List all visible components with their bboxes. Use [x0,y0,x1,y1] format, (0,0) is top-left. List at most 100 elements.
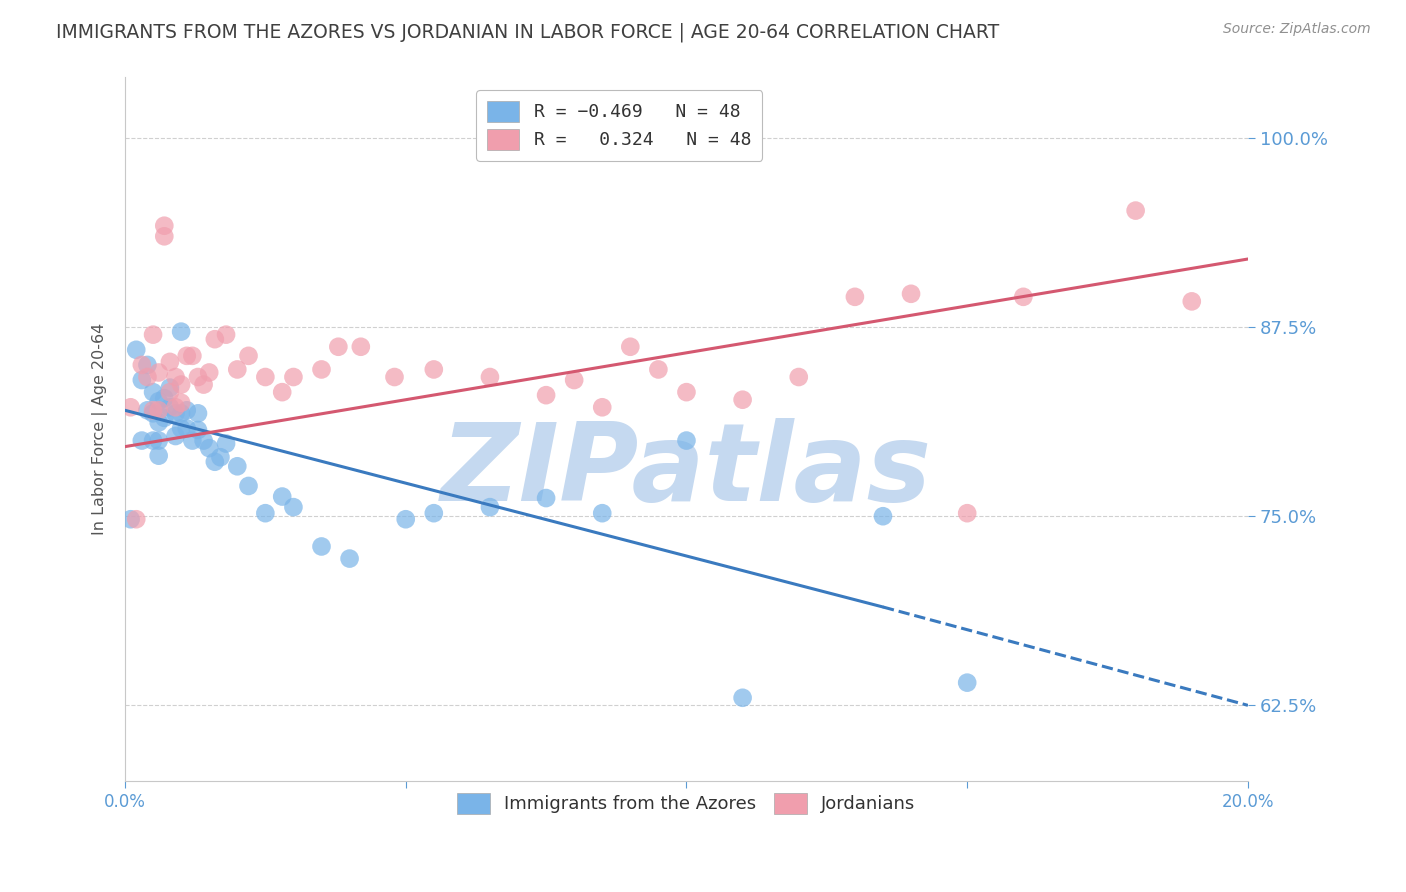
Point [125,343,148,357]
Point [311,362,333,376]
Point [187,406,209,420]
Point [131,434,153,448]
Point [1181,294,1204,309]
Point [956,506,979,520]
Point [148,403,170,417]
Point [125,512,148,526]
Point [204,332,226,346]
Point [193,377,215,392]
Point [226,459,249,474]
Point [238,349,260,363]
Point [176,403,198,417]
Point [731,690,754,705]
Point [562,373,585,387]
Point [120,512,142,526]
Text: Source: ZipAtlas.com: Source: ZipAtlas.com [1223,22,1371,37]
Point [142,403,165,417]
Point [384,370,406,384]
Point [238,479,260,493]
Text: IMMIGRANTS FROM THE AZORES VS JORDANIAN IN LABOR FORCE | AGE 20-64 CORRELATION C: IMMIGRANTS FROM THE AZORES VS JORDANIAN … [56,22,1000,42]
Point [215,436,238,450]
Point [328,340,350,354]
Point [534,491,557,505]
Point [647,362,669,376]
Point [159,355,181,369]
Legend: Immigrants from the Azores, Jordanians: Immigrants from the Azores, Jordanians [447,782,927,825]
Point [142,327,165,342]
Point [159,381,181,395]
Point [142,434,165,448]
Point [423,506,446,520]
Point [153,410,176,425]
Y-axis label: In Labor Force | Age 20-64: In Labor Force | Age 20-64 [93,323,108,535]
Point [170,396,193,410]
Point [176,349,198,363]
Point [198,441,221,455]
Point [395,512,418,526]
Point [675,385,697,400]
Point [153,229,176,244]
Point [198,366,221,380]
Point [142,406,165,420]
Point [534,388,557,402]
Point [1012,290,1035,304]
Point [591,506,613,520]
Point [675,434,697,448]
Point [181,434,204,448]
Point [187,423,209,437]
Point [153,219,176,233]
Point [478,500,501,515]
Point [283,500,305,515]
Text: ZIPatlas: ZIPatlas [441,418,932,524]
Point [170,377,193,392]
Point [136,370,159,384]
Point [193,434,215,448]
Point [153,391,176,405]
Point [170,421,193,435]
Point [844,290,866,304]
Point [900,286,922,301]
Point [423,362,446,376]
Point [165,401,187,415]
Point [142,385,165,400]
Point [204,455,226,469]
Point [187,370,209,384]
Point [176,421,198,435]
Point [131,358,153,372]
Point [159,385,181,400]
Point [148,366,170,380]
Point [872,509,894,524]
Point [254,370,277,384]
Point [148,394,170,409]
Point [215,327,238,342]
Point [148,416,170,430]
Point [1125,203,1147,218]
Point [209,450,232,465]
Point [787,370,810,384]
Point [120,401,142,415]
Point [136,358,159,372]
Point [148,449,170,463]
Point [170,406,193,420]
Point [271,385,294,400]
Point [591,401,613,415]
Point [254,506,277,520]
Point [311,540,333,554]
Point [350,340,373,354]
Point [159,401,181,415]
Point [136,403,159,417]
Point [165,370,187,384]
Point [148,434,170,448]
Point [478,370,501,384]
Point [181,349,204,363]
Point [956,675,979,690]
Point [165,406,187,420]
Point [131,373,153,387]
Point [283,370,305,384]
Point [731,392,754,407]
Point [619,340,641,354]
Point [339,551,361,566]
Point [271,490,294,504]
Point [170,325,193,339]
Point [165,429,187,443]
